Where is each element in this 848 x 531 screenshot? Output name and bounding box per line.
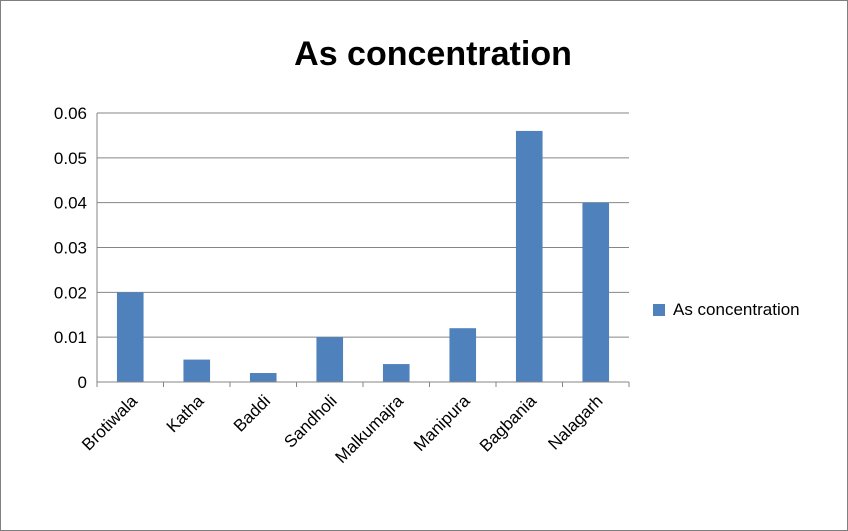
x-tick-label: Baddi xyxy=(230,391,274,435)
axes xyxy=(96,113,630,387)
bar-katha xyxy=(183,359,211,382)
bar-bagbania xyxy=(515,130,543,382)
y-tick-label: 0.03 xyxy=(54,239,87,258)
x-tick-label: Katha xyxy=(163,391,208,436)
gridlines xyxy=(97,112,629,338)
y-tick-label: 0 xyxy=(78,373,87,392)
y-tick-label: 0.02 xyxy=(54,283,87,302)
x-tick-label: Malkumajra xyxy=(332,391,408,467)
legend-swatch xyxy=(653,304,665,316)
y-tick-label: 0.04 xyxy=(54,194,87,213)
bar-brotiwala xyxy=(116,292,144,382)
bar-baddi xyxy=(249,373,277,382)
x-tick-label: Nalagarh xyxy=(544,391,606,453)
bar-nalagarh xyxy=(582,202,610,382)
y-tick-label: 0.06 xyxy=(54,104,87,123)
bar-manipura xyxy=(449,328,477,382)
x-tick-label: Bagbania xyxy=(476,391,541,456)
bars xyxy=(116,130,610,382)
chart-title: As concentration xyxy=(294,35,572,73)
legend: As concentration xyxy=(653,300,800,320)
y-tick-label: 0.01 xyxy=(54,328,87,347)
bar-malkumajra xyxy=(382,364,410,382)
y-tick-label: 0.05 xyxy=(54,149,87,168)
x-tick-label: Sandholi xyxy=(280,391,340,451)
bar-sandholi xyxy=(316,337,344,382)
legend-label: As concentration xyxy=(673,300,800,319)
x-tick-label: Brotiwala xyxy=(78,391,141,454)
x-tick-label: Manipura xyxy=(410,391,474,455)
